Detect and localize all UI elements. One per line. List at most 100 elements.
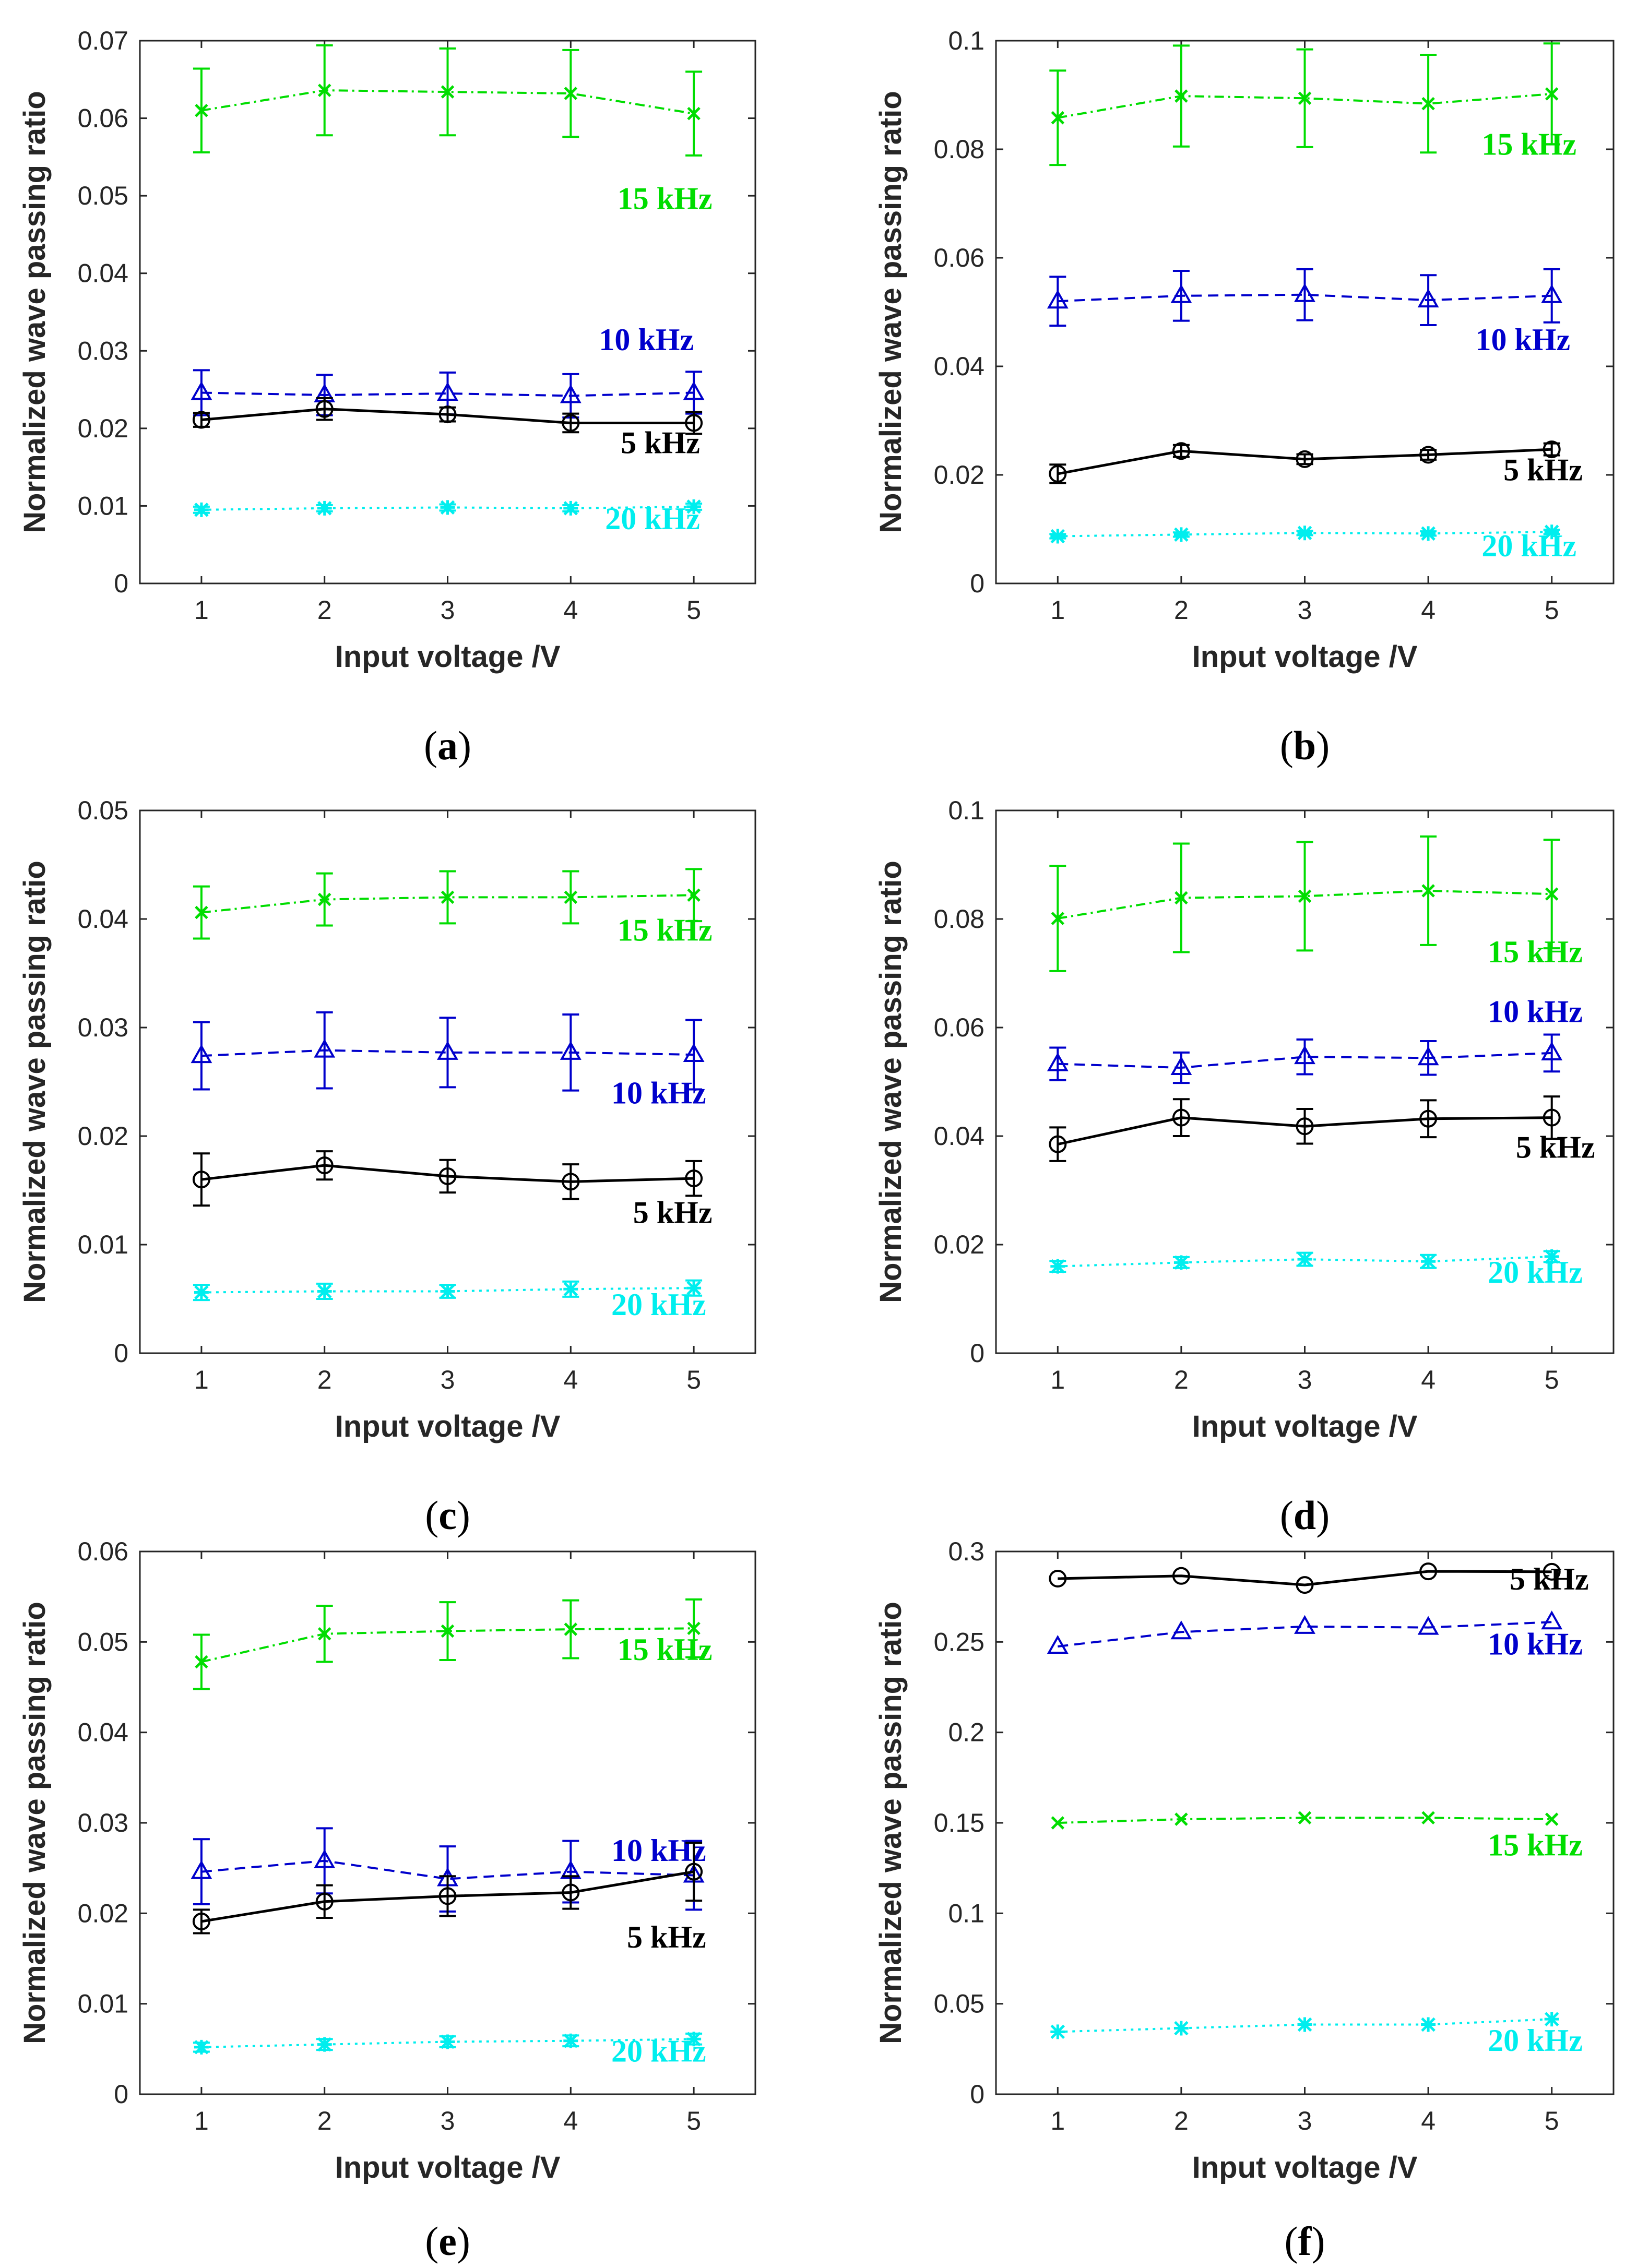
data-point [1421, 97, 1435, 111]
x-tick-label: 4 [563, 2106, 578, 2135]
x-axis-title: Input voltage /V [1192, 1410, 1418, 1443]
series-10-khz [1047, 1610, 1563, 1654]
y-tick-label: 0.05 [78, 181, 128, 210]
series-20-khz [193, 2032, 703, 2055]
data-point [1173, 2021, 1189, 2036]
series-line [1057, 92, 1552, 119]
series-label-5-khz: 5 kHz [621, 425, 700, 460]
x-tick-label: 4 [1421, 1365, 1436, 1394]
data-point [191, 1860, 212, 1879]
series-label-5-khz: 5 kHz [1510, 1562, 1589, 1596]
y-tick-label: 0.04 [934, 352, 984, 381]
data-point [564, 1622, 578, 1636]
y-tick-label: 0.03 [78, 1013, 128, 1042]
panel-caption-b: (b) [1280, 723, 1330, 768]
y-axis-title: Normalized wave passing ratio [18, 861, 52, 1303]
y-tick-label: 0.02 [78, 1121, 128, 1151]
series-line [1057, 889, 1552, 920]
x-tick-label: 1 [1050, 1365, 1065, 1394]
x-tick-label: 2 [317, 2106, 332, 2135]
x-axis-title: Input voltage /V [335, 2151, 561, 2185]
series-15-khz [193, 1598, 703, 1690]
data-point [314, 1038, 336, 1058]
series-20-khz [193, 499, 703, 517]
data-point [438, 1887, 457, 1905]
x-tick-label: 5 [686, 595, 701, 625]
series-label-10-khz: 10 kHz [1488, 995, 1583, 1029]
data-point [1297, 526, 1312, 541]
panel-caption-c: (c) [425, 1493, 470, 1538]
x-tick-label: 1 [194, 595, 209, 625]
data-point [317, 1627, 331, 1641]
data-point [1419, 1562, 1438, 1581]
y-tick-label: 0.08 [934, 135, 984, 164]
x-tick-label: 5 [686, 2106, 701, 2135]
x-tick-label: 2 [317, 1365, 332, 1394]
data-point [441, 85, 455, 99]
data-point [687, 888, 701, 902]
data-point [437, 381, 458, 401]
series-label-5-khz: 5 kHz [1516, 1130, 1595, 1165]
data-point [1544, 524, 1559, 540]
data-point [315, 1892, 334, 1911]
data-point [194, 1285, 209, 1300]
y-tick-label: 0.3 [948, 1537, 984, 1566]
data-point [1419, 1109, 1438, 1128]
series-label-20-khz: 20 kHz [605, 502, 700, 536]
data-point [1543, 1108, 1561, 1127]
x-tick-label: 1 [194, 1365, 209, 1394]
series-label-5-khz: 5 kHz [627, 1920, 706, 1954]
y-tick-label: 0.07 [78, 26, 128, 55]
data-point [564, 87, 578, 100]
data-point [564, 890, 578, 904]
data-point [440, 2034, 455, 2049]
series-20-khz [193, 1279, 703, 1302]
x-tick-label: 1 [194, 2106, 209, 2135]
data-point [1545, 1812, 1559, 1826]
y-tick-label: 0.01 [78, 1230, 128, 1259]
data-point [315, 1156, 334, 1175]
data-point [1417, 289, 1439, 308]
series-label-15-khz: 15 kHz [618, 913, 713, 948]
panel-b: 0 0.02 0.04 0.06 0.08 0.1 1 2 3 4 5 Input voltage /… [874, 26, 1615, 768]
x-axis-title: Input voltage /V [335, 640, 561, 674]
data-point [1543, 440, 1561, 459]
series-15-khz [1049, 835, 1560, 972]
data-point [317, 2037, 332, 2052]
y-tick-label: 0.02 [934, 1230, 984, 1259]
data-point [1296, 1576, 1314, 1594]
y-axis-title: Normalized wave passing ratio [874, 1602, 908, 2044]
data-point [562, 1883, 580, 1902]
data-point [1294, 283, 1315, 302]
data-point [317, 1284, 332, 1299]
series-15-khz [1049, 42, 1560, 166]
data-point [563, 2033, 578, 2048]
data-point [1417, 1616, 1439, 1635]
y-tick-label: 0.1 [948, 796, 984, 825]
y-tick-label: 0.05 [78, 796, 128, 825]
y-tick-label: 0 [970, 1339, 984, 1368]
data-point [1049, 464, 1067, 483]
series-label-15-khz: 15 kHz [1488, 1828, 1583, 1862]
data-point [1049, 1135, 1067, 1153]
x-tick-label: 3 [1298, 595, 1312, 625]
data-point [1545, 87, 1559, 101]
data-point [191, 1044, 212, 1064]
series-label-15-khz: 15 kHz [1488, 935, 1583, 969]
y-tick-label: 0.1 [948, 26, 984, 55]
series-15-khz [193, 868, 703, 940]
series-10-khz [1047, 268, 1563, 327]
data-point [438, 405, 457, 424]
series-label-20-khz: 20 kHz [1488, 2023, 1583, 2058]
series-20-khz [1049, 1249, 1560, 1274]
series-line [1058, 531, 1552, 538]
data-point [317, 892, 331, 906]
series-20-khz [1050, 2012, 1559, 2039]
data-point [1421, 1811, 1435, 1825]
series-label-5-khz: 5 kHz [1503, 452, 1583, 487]
data-point [194, 502, 209, 517]
data-point [1047, 290, 1069, 309]
series-line [201, 1287, 694, 1294]
series-label-15-khz: 15 kHz [618, 1632, 713, 1667]
